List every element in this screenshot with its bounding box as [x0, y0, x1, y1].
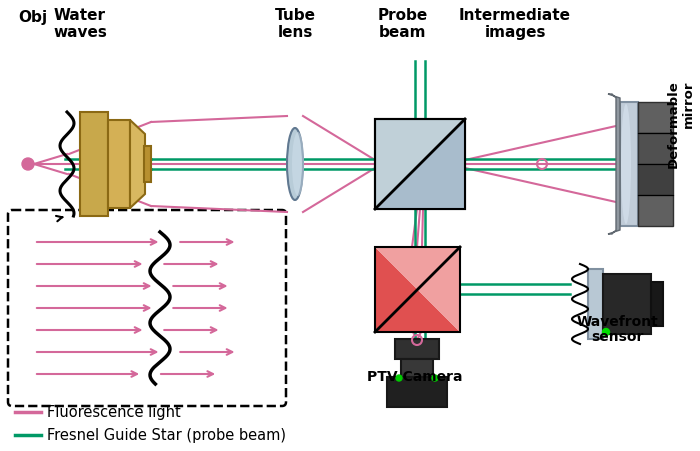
Bar [638, 103, 673, 133]
Polygon shape [375, 120, 465, 210]
Bar [144, 147, 151, 183]
Circle shape [432, 375, 438, 381]
Bar [80, 113, 108, 216]
Bar [108, 121, 130, 208]
Ellipse shape [621, 105, 631, 225]
Circle shape [603, 329, 610, 336]
Bar [375, 120, 465, 210]
Text: Obj: Obj [18, 10, 47, 25]
Ellipse shape [292, 133, 304, 197]
Bar [638, 133, 673, 165]
Bar [395, 339, 439, 359]
Text: Tube
lens: Tube lens [274, 8, 316, 40]
Text: Fluorescence light: Fluorescence light [47, 405, 181, 419]
Ellipse shape [287, 129, 303, 201]
Bar [651, 282, 663, 326]
Text: Fresnel Guide Star (probe beam): Fresnel Guide Star (probe beam) [47, 428, 286, 442]
Polygon shape [375, 248, 460, 332]
Bar [375, 120, 465, 210]
Circle shape [396, 375, 402, 381]
Text: Intermediate
images: Intermediate images [459, 8, 571, 40]
Text: Wavefront: Wavefront [576, 314, 658, 328]
Bar [375, 248, 460, 332]
Bar [638, 165, 673, 196]
Bar [401, 359, 433, 377]
Text: PTV Camera: PTV Camera [368, 369, 463, 383]
Text: Probe
beam: Probe beam [378, 8, 428, 40]
Polygon shape [130, 121, 145, 208]
Polygon shape [375, 248, 460, 332]
Bar [620, 103, 638, 226]
Text: Water
waves: Water waves [53, 8, 107, 40]
Text: sensor: sensor [591, 329, 643, 343]
Polygon shape [608, 95, 620, 235]
Circle shape [22, 159, 34, 170]
Bar [638, 196, 673, 226]
Bar [588, 269, 603, 339]
FancyBboxPatch shape [8, 211, 286, 406]
Bar [603, 274, 651, 334]
Text: Deformable
mirror: Deformable mirror [667, 80, 695, 167]
Bar [387, 377, 447, 407]
